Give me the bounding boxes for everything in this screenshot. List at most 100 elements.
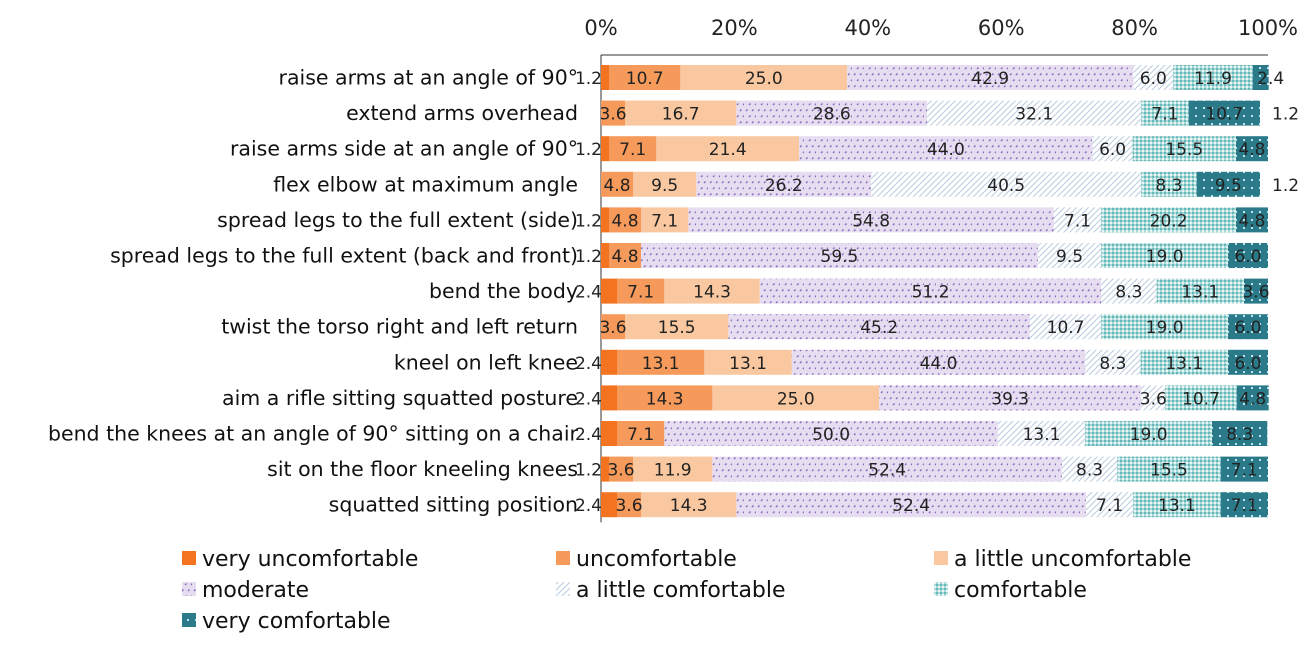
bar-segment-a-little-uncomfortable xyxy=(664,278,760,304)
data-label: 4.8 xyxy=(611,211,638,231)
data-label: 8.3 xyxy=(1115,283,1142,303)
bar-segment-very-comfortable xyxy=(1227,349,1268,375)
bar-segment-very-uncomfortable xyxy=(601,349,618,375)
bar-segment-comfortable xyxy=(1101,314,1228,340)
bar-segment-a-little-uncomfortable xyxy=(633,171,697,197)
legend-swatch-a-little-uncomfortable xyxy=(934,551,948,565)
bar-segment-a-little-uncomfortable xyxy=(625,314,729,340)
bar-segment-a-little-comfortable xyxy=(1133,65,1174,90)
data-label: 13.1 xyxy=(642,354,680,374)
category-label: bend the body xyxy=(429,279,578,303)
data-label: 19.0 xyxy=(1130,425,1168,445)
data-label: 1.2 xyxy=(1272,176,1299,196)
bar-segment-a-little-comfortable xyxy=(1085,349,1141,375)
x-tick-label: 20% xyxy=(711,16,758,40)
data-label: 10.7 xyxy=(1205,105,1243,125)
bar-segment-moderate xyxy=(736,100,928,126)
bar-segment-very-uncomfortable xyxy=(601,278,618,304)
data-label: 13.1 xyxy=(729,354,767,374)
bar-segment-uncomfortable xyxy=(609,65,681,90)
x-tick-label: 60% xyxy=(978,16,1025,40)
bar-segment-a-little-uncomfortable xyxy=(633,456,713,482)
bar-segment-a-little-comfortable xyxy=(1061,456,1118,482)
data-label: 1.2 xyxy=(575,461,602,481)
bar-segment-uncomfortable xyxy=(609,456,634,482)
data-label: 1.2 xyxy=(575,211,602,231)
bar-segment-uncomfortable xyxy=(617,349,705,375)
data-label: 6.0 xyxy=(1234,247,1261,267)
data-label: 2.4 xyxy=(575,283,602,303)
data-label: 4.8 xyxy=(1239,389,1266,409)
data-label: 44.0 xyxy=(920,354,958,374)
x-tick-label: 0% xyxy=(584,16,617,40)
bar-segment-very-uncomfortable xyxy=(601,243,610,268)
bar-segment-uncomfortable xyxy=(609,136,657,162)
data-label: 3.6 xyxy=(1140,389,1167,409)
bar-segment-a-little-comfortable xyxy=(871,171,1142,197)
bar-segment-comfortable xyxy=(1101,243,1228,268)
bar-segment-very-uncomfortable xyxy=(601,136,610,162)
legend-swatch-very-comfortable xyxy=(182,613,196,627)
data-label: 4.8 xyxy=(1238,140,1265,160)
legend-swatch-a-little-comfortable xyxy=(556,582,570,596)
data-label: 25.0 xyxy=(777,389,815,409)
bar-segment-very-comfortable xyxy=(1220,456,1268,482)
bar-segment-a-little-comfortable xyxy=(997,421,1086,446)
bar-segment-uncomfortable xyxy=(601,100,626,126)
data-label: 13.1 xyxy=(1023,425,1061,445)
bar-segment-uncomfortable xyxy=(601,171,634,197)
bar-segment-very-comfortable xyxy=(1188,100,1260,126)
data-label: 9.5 xyxy=(1215,176,1242,196)
bar-segment-comfortable xyxy=(1141,100,1189,126)
data-label: 32.1 xyxy=(1015,105,1053,125)
x-tick-label: 100% xyxy=(1238,16,1298,40)
data-label: 11.9 xyxy=(1194,69,1232,89)
bar-segment-very-uncomfortable xyxy=(601,492,618,518)
data-label: 3.6 xyxy=(607,461,634,481)
bar-segment-comfortable xyxy=(1140,349,1228,375)
data-label: 4.8 xyxy=(1238,211,1265,231)
data-label: 26.2 xyxy=(765,176,803,196)
data-label: 20.2 xyxy=(1150,211,1188,231)
bar-segment-comfortable xyxy=(1173,65,1253,90)
bar-segment-very-comfortable xyxy=(1196,171,1260,197)
bar-segment-very-uncomfortable xyxy=(601,385,618,411)
data-label: 13.1 xyxy=(1158,496,1196,516)
category-label: twist the torso right and left return xyxy=(221,315,578,339)
bars: 1.2 10.7 25.0 42.9 6.0 11.9 2.43.6 16.7 28.6 32.1… xyxy=(575,65,1299,518)
bar-segment-a-little-comfortable xyxy=(927,100,1142,126)
bar-segment-moderate xyxy=(736,492,1086,518)
bar-segment-very-comfortable xyxy=(1227,314,1268,340)
data-label: 50.0 xyxy=(812,425,850,445)
bar-segment-moderate xyxy=(712,456,1062,482)
bar-segment-moderate xyxy=(791,349,1086,375)
data-label: 1.2 xyxy=(575,140,602,160)
data-label: 52.4 xyxy=(868,461,906,481)
data-label: 14.3 xyxy=(693,283,731,303)
data-label: 7.1 xyxy=(627,283,654,303)
bar-segment-a-little-comfortable xyxy=(1053,207,1102,233)
legend-label: very uncomfortable xyxy=(202,547,418,572)
data-label: 25.0 xyxy=(745,69,783,89)
category-label: extend arms overhead xyxy=(346,101,578,125)
bar-segment-comfortable xyxy=(1117,456,1221,482)
bar-segment-moderate xyxy=(847,65,1134,90)
bar-segment-moderate xyxy=(728,314,1030,340)
bar-segment-a-little-comfortable xyxy=(1037,243,1102,268)
legend-label: comfortable xyxy=(954,578,1087,603)
data-label: 3.6 xyxy=(1242,283,1269,303)
data-label: 6.0 xyxy=(1140,69,1167,89)
bar-segment-moderate xyxy=(879,385,1142,411)
bar-segment-a-little-comfortable xyxy=(1141,385,1166,411)
bar-segment-uncomfortable xyxy=(617,278,665,304)
data-label: 3.6 xyxy=(615,496,642,516)
data-label: 8.3 xyxy=(1099,354,1126,374)
x-axis: 0% 20% 40% 60% 80% 100% xyxy=(584,16,1298,523)
bar-segment-very-uncomfortable xyxy=(601,65,610,90)
category-label: raise arms side at an angle of 90° xyxy=(230,137,578,161)
legend-label: uncomfortable xyxy=(576,547,737,572)
data-label: 3.6 xyxy=(599,318,626,338)
bar-segment-moderate xyxy=(688,207,1054,233)
bar-segment-uncomfortable xyxy=(609,243,642,268)
bar-segment-moderate xyxy=(799,136,1093,162)
